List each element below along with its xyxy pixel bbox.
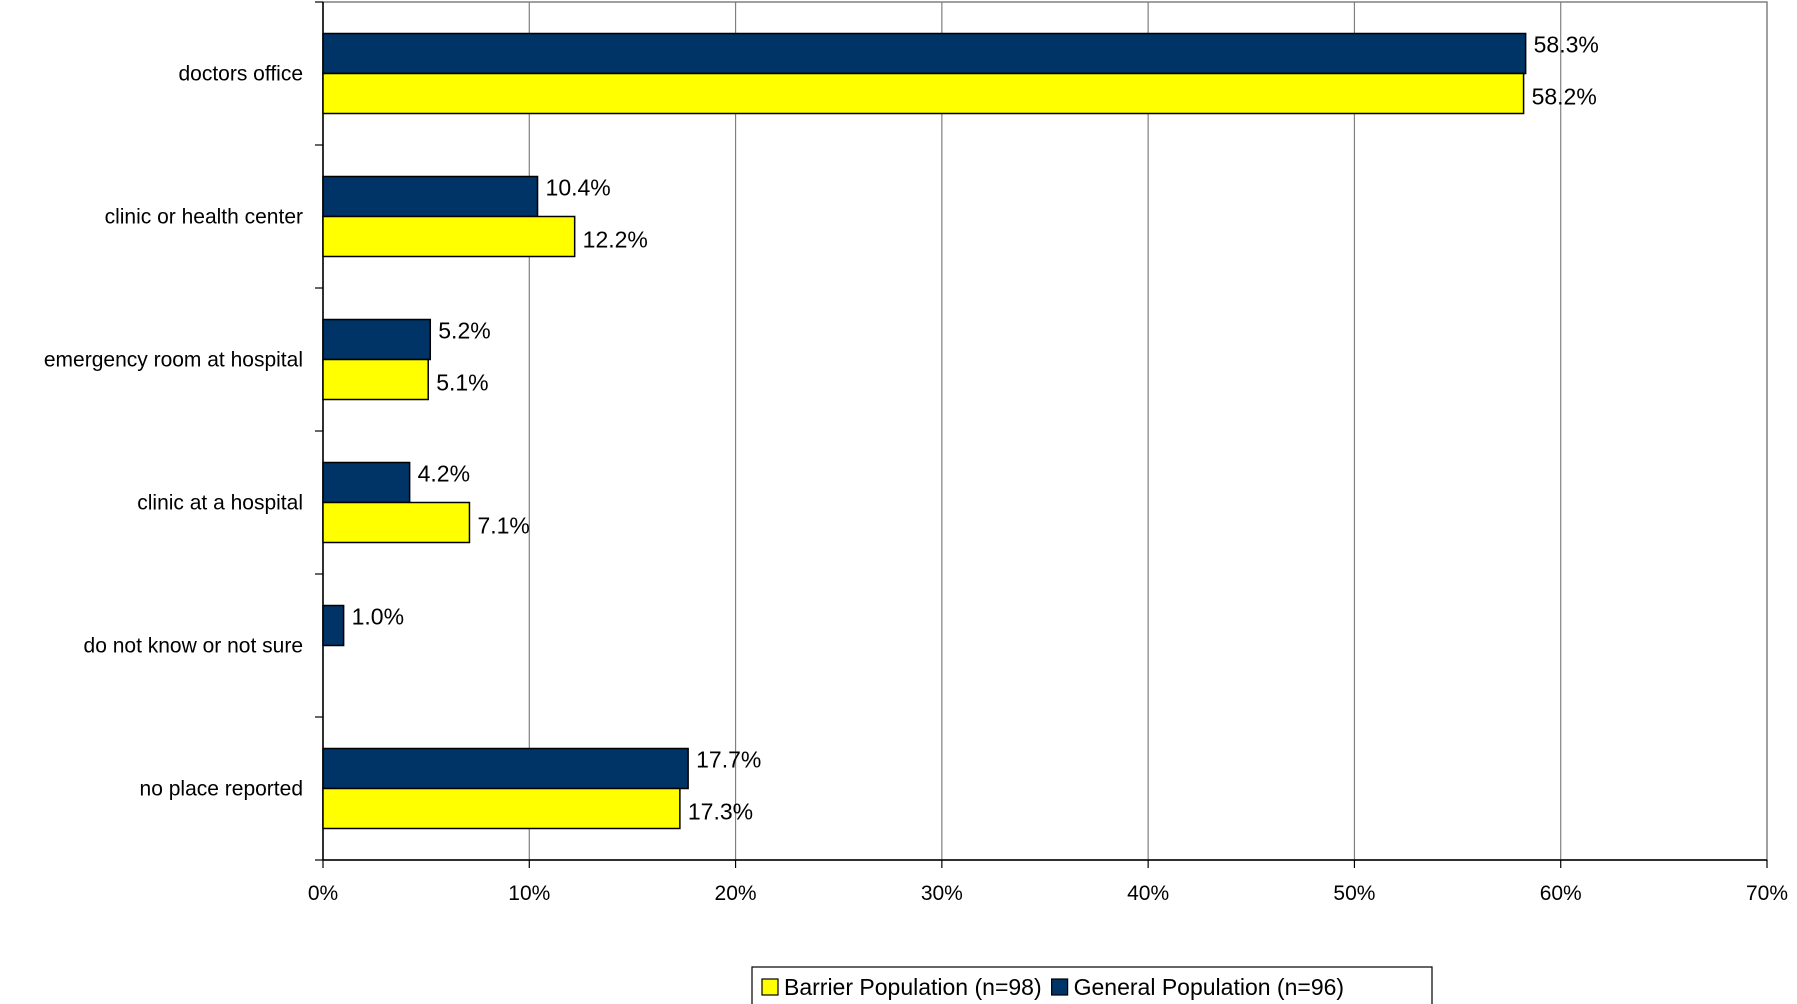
legend-swatch (761, 978, 779, 996)
category-label: doctors office (178, 63, 303, 86)
legend-swatch (1051, 978, 1069, 996)
bar-general-population (322, 175, 539, 218)
data-label-general: 10.4% (546, 175, 611, 201)
x-tick-label: 50% (1333, 882, 1375, 905)
x-tick-label: 60% (1540, 882, 1582, 905)
bar-barrier-population (322, 358, 429, 401)
data-label-barrier: 17.3% (688, 799, 753, 825)
x-tick-label: 0% (308, 882, 338, 905)
legend-box (751, 966, 1433, 1004)
data-label-barrier: 7.1% (477, 513, 529, 539)
category-label: do not know or not sure (84, 635, 303, 658)
bar-barrier-population (322, 787, 681, 830)
data-label-general: 5.2% (438, 318, 490, 344)
x-tick-label: 30% (921, 882, 963, 905)
legend-label: General Population (n=96) (1074, 974, 1344, 1000)
x-tick-label: 40% (1127, 882, 1169, 905)
x-tick-label: 10% (508, 882, 550, 905)
bar-general-population (322, 318, 432, 361)
bar-barrier-population (322, 215, 576, 258)
legend-label: Barrier Population (n=98) (784, 974, 1042, 1000)
category-label: clinic or health center (105, 206, 303, 229)
bar-general-population (322, 604, 345, 647)
data-label-barrier: 58.2% (1532, 84, 1597, 110)
data-label-general: 1.0% (352, 604, 404, 630)
x-tick-label: 20% (715, 882, 757, 905)
bar-general-population (322, 747, 689, 790)
data-label-barrier: 12.2% (583, 227, 648, 253)
category-label: no place reported (140, 778, 303, 801)
bar-barrier-population (322, 501, 471, 544)
x-tick-label: 70% (1746, 882, 1788, 905)
data-label-general: 58.3% (1534, 32, 1599, 58)
category-label: emergency room at hospital (44, 349, 303, 372)
data-label-barrier: 5.1% (436, 370, 488, 396)
plot-area (322, 1, 1768, 861)
category-label: clinic at a hospital (137, 492, 303, 515)
data-label-general: 17.7% (696, 747, 761, 773)
bar-general-population (322, 32, 1527, 75)
bar-barrier-population (322, 72, 1525, 115)
bar-general-population (322, 461, 411, 504)
data-label-general: 4.2% (418, 461, 470, 487)
